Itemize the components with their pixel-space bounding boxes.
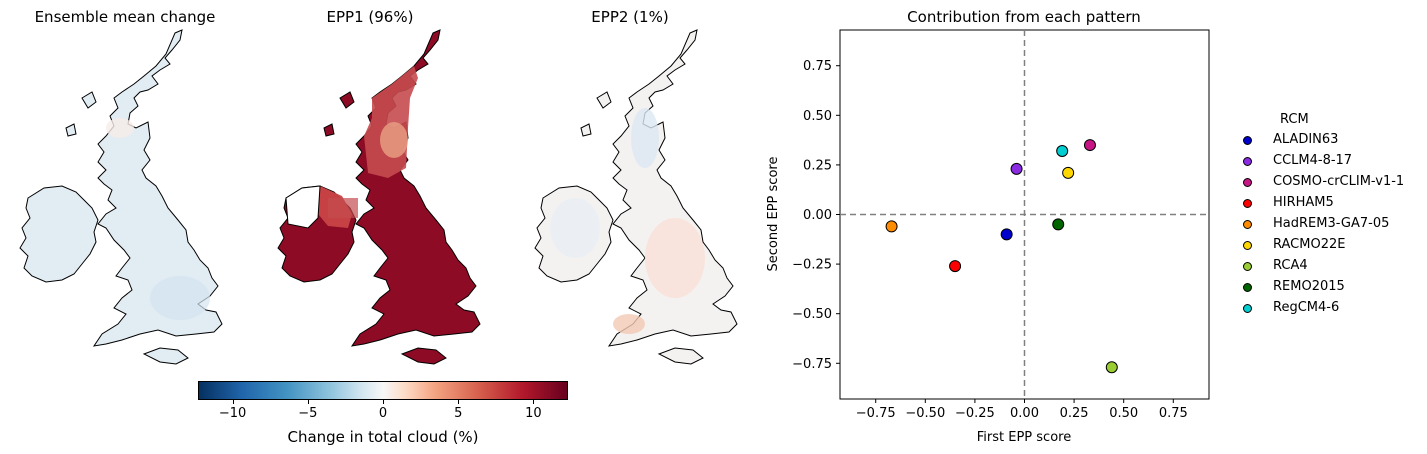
y-tick-label: 0.50 [803,109,832,124]
legend-marker [1243,157,1252,166]
map-epp2 [534,29,738,365]
map-title-ensemble-mean: Ensemble mean change [34,8,216,26]
colorbar-tick-label: −5 [298,406,318,421]
y-tick-label: −0.75 [792,357,832,372]
x-tick-label: 0.50 [1109,406,1138,421]
y-tick-label: −0.25 [792,258,832,273]
x-tick-label: −0.50 [905,406,945,421]
legend-marker [1243,262,1252,271]
legend-label: HadREM3-GA7-05 [1273,216,1390,231]
point-cosmo-crclim-v1-1 [1083,139,1096,152]
point-rca4 [1105,361,1118,374]
map-title-epp2: EPP2 (1%) [591,8,669,26]
colorbar [198,381,568,400]
map-title-epp1: EPP1 (96%) [326,8,414,26]
point-aladin63 [1000,228,1013,241]
colorbar-tick-label: 10 [525,406,542,421]
legend-marker [1243,304,1252,313]
legend-label: COSMO-crCLIM-v1-1 [1273,174,1405,189]
x-tick-label: 0.25 [1060,406,1089,421]
colorbar-tick-mark [458,400,460,404]
legend-label: RACMO22E [1273,237,1346,252]
legend-marker [1243,220,1252,229]
legend-marker [1243,178,1252,187]
legend-label: REMO2015 [1273,279,1345,294]
scatter-ylabel: Second EPP score [766,157,781,272]
map-ensemble-mean [19,29,223,365]
scatter-xlabel: First EPP score [977,430,1071,445]
map-epp1 [277,29,481,365]
colorbar-tick-mark [232,400,234,404]
point-racmo22e [1062,166,1075,179]
y-tick-label: −0.50 [792,307,832,322]
legend-label: RegCM4-6 [1273,300,1340,315]
y-tick-label: 0.00 [803,208,832,223]
colorbar-tick-label: 5 [454,406,463,421]
legend-title: RCM [1280,112,1309,127]
x-tick-label: −0.25 [955,406,995,421]
legend-marker [1243,199,1252,208]
colorbar-tick-label: 0 [378,406,388,421]
legend-label: HIRHAM5 [1273,195,1334,210]
y-tick-label: 0.75 [803,59,832,74]
scatter-title: Contribution from each pattern [907,8,1141,26]
legend-marker [1243,241,1252,250]
colorbar-tick-mark [533,400,535,404]
x-tick-label: −0.75 [856,406,896,421]
legend-label: CCLM4-8-17 [1273,153,1353,168]
colorbar-label: Change in total cloud (%) [287,428,479,446]
point-regcm4-6 [1056,145,1069,158]
legend-label: ALADIN63 [1273,132,1339,147]
point-remo2015 [1052,218,1065,231]
colorbar-tick-mark [307,400,309,404]
point-hirham5 [949,260,962,273]
point-hadrem3-ga7-05 [885,220,898,233]
colorbar-tick-label: −10 [218,406,247,421]
x-tick-label: 0.00 [1010,406,1039,421]
point-cclm4-8-17 [1010,162,1023,175]
y-tick-label: 0.25 [803,158,832,173]
legend-marker [1243,283,1252,292]
legend-marker [1243,136,1252,145]
legend-label: RCA4 [1273,258,1308,273]
colorbar-tick-mark [383,400,384,404]
x-tick-label: 0.75 [1159,406,1188,421]
